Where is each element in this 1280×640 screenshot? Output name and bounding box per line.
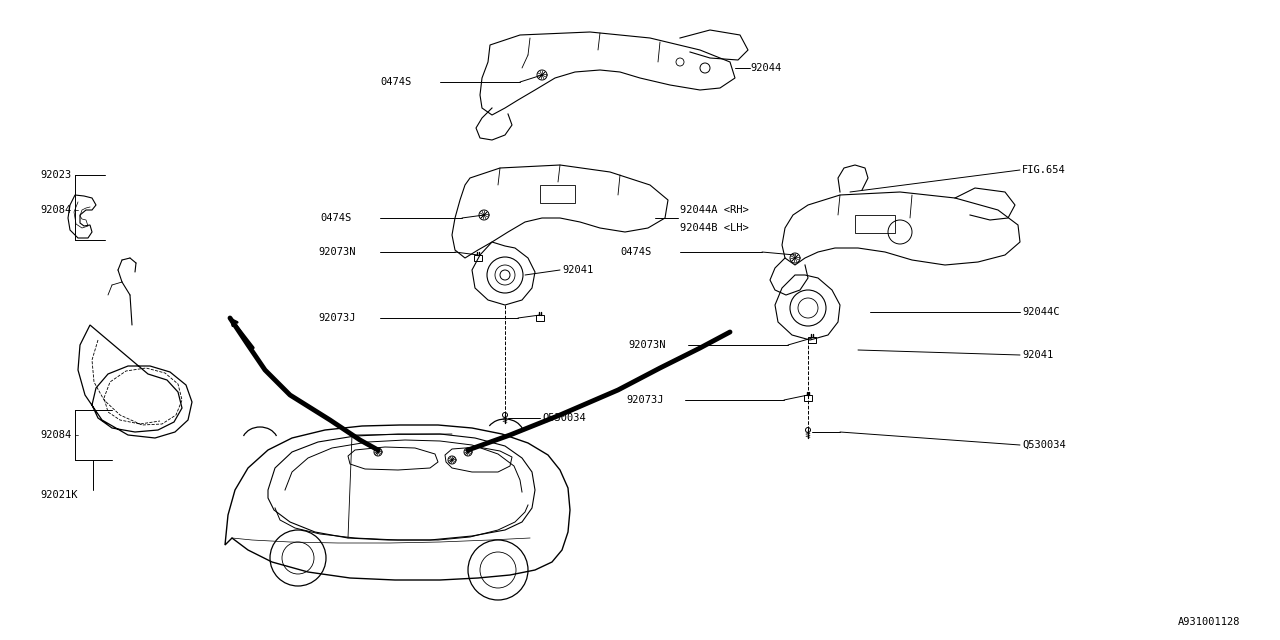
Text: 0474S: 0474S xyxy=(320,213,351,223)
Text: 92041: 92041 xyxy=(1021,350,1053,360)
Bar xyxy=(804,396,813,401)
Text: 0474S: 0474S xyxy=(620,247,652,257)
Bar xyxy=(540,185,575,203)
Bar xyxy=(808,337,817,343)
Text: 92084: 92084 xyxy=(40,205,72,215)
Text: 92073N: 92073N xyxy=(317,247,356,257)
Text: 92084: 92084 xyxy=(40,430,72,440)
Text: 92021K: 92021K xyxy=(40,490,78,500)
Text: 92044: 92044 xyxy=(750,63,781,73)
Text: Q530034: Q530034 xyxy=(1021,440,1066,450)
Text: 0474S: 0474S xyxy=(380,77,411,87)
Bar xyxy=(474,255,483,261)
Text: A931001128: A931001128 xyxy=(1178,617,1240,627)
Text: 92073J: 92073J xyxy=(626,395,663,405)
Text: 92073J: 92073J xyxy=(317,313,356,323)
Text: 92023: 92023 xyxy=(40,170,72,180)
Text: 92044A <RH>: 92044A <RH> xyxy=(680,205,749,215)
Text: 92044B <LH>: 92044B <LH> xyxy=(680,223,749,233)
Bar xyxy=(536,316,544,321)
Text: Q530034: Q530034 xyxy=(541,413,586,423)
Bar xyxy=(855,215,895,233)
Text: 92073N: 92073N xyxy=(628,340,666,350)
Text: FIG.654: FIG.654 xyxy=(1021,165,1066,175)
Text: 92041: 92041 xyxy=(562,265,593,275)
Text: 92044C: 92044C xyxy=(1021,307,1060,317)
